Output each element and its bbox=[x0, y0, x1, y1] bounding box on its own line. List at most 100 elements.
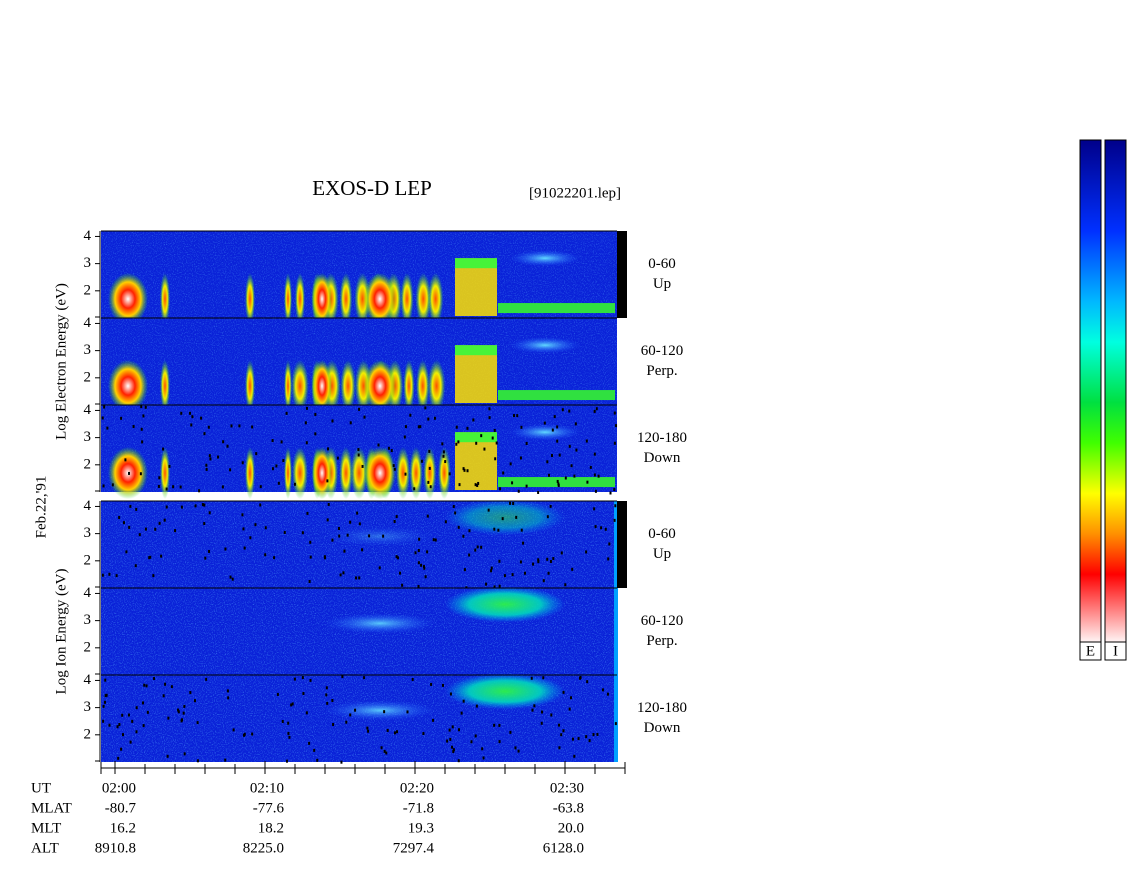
dropout bbox=[585, 439, 588, 443]
dropout bbox=[520, 528, 523, 532]
dropout bbox=[358, 576, 361, 580]
dropout bbox=[127, 713, 130, 717]
dropout bbox=[280, 440, 283, 444]
y-tick-label: 4 bbox=[84, 315, 92, 331]
dropout bbox=[444, 460, 447, 464]
dropout bbox=[102, 719, 105, 723]
dropout bbox=[103, 405, 106, 409]
dropout bbox=[457, 525, 460, 529]
dropout bbox=[502, 471, 505, 475]
dropout bbox=[423, 566, 426, 570]
dropout bbox=[357, 453, 360, 457]
dropout bbox=[349, 520, 352, 524]
burst bbox=[312, 272, 332, 326]
dropout bbox=[481, 747, 484, 751]
dropout bbox=[162, 447, 165, 451]
dropout bbox=[452, 748, 455, 752]
dropout bbox=[326, 701, 329, 705]
y-axis-label: Log Electron Energy (eV) bbox=[53, 283, 69, 440]
dropout bbox=[433, 416, 436, 420]
dropout bbox=[476, 545, 479, 549]
dropout bbox=[361, 548, 364, 552]
dropout bbox=[229, 575, 232, 579]
dropout bbox=[546, 460, 549, 464]
dropout bbox=[271, 467, 274, 471]
dropout bbox=[209, 457, 212, 461]
arc bbox=[510, 250, 580, 267]
dropout bbox=[458, 483, 461, 487]
colorbar-label: E bbox=[1086, 643, 1095, 659]
dropout bbox=[103, 700, 106, 704]
dropout bbox=[231, 577, 234, 581]
colorbar-label-box bbox=[1079, 641, 1102, 661]
direction: Perp. bbox=[646, 633, 677, 649]
dropout bbox=[441, 683, 444, 687]
dropout bbox=[142, 414, 145, 418]
dropout bbox=[420, 563, 423, 567]
gap-bar bbox=[617, 501, 627, 588]
dropout bbox=[166, 754, 169, 758]
dropout bbox=[532, 562, 535, 566]
dropout bbox=[419, 425, 422, 429]
colorbar-label: I bbox=[1113, 643, 1118, 659]
cloud bbox=[325, 526, 435, 547]
dropout bbox=[571, 737, 574, 741]
dropout bbox=[224, 547, 227, 551]
dropout bbox=[573, 754, 576, 758]
dropout bbox=[285, 759, 288, 763]
dropout bbox=[196, 759, 199, 763]
colorbar-label-box bbox=[1104, 641, 1127, 661]
dropout bbox=[514, 746, 517, 750]
dropout bbox=[336, 456, 339, 460]
burst bbox=[339, 446, 353, 500]
dropout bbox=[498, 740, 501, 744]
dropout bbox=[327, 447, 330, 451]
dropout bbox=[426, 550, 429, 554]
dropout bbox=[452, 750, 455, 754]
dropout bbox=[277, 481, 280, 485]
burst bbox=[312, 359, 332, 413]
dropout bbox=[332, 722, 335, 726]
y-tick-label: 3 bbox=[84, 699, 92, 715]
dropout bbox=[201, 503, 204, 507]
y-tick-label: 3 bbox=[84, 525, 92, 541]
dropout bbox=[522, 541, 525, 545]
dropout bbox=[564, 583, 567, 587]
dropout bbox=[511, 573, 514, 577]
dropout bbox=[498, 723, 501, 727]
dropout bbox=[190, 423, 193, 427]
dropout bbox=[395, 555, 398, 559]
dropout bbox=[387, 446, 390, 450]
burst bbox=[416, 359, 430, 413]
dropout bbox=[259, 485, 262, 489]
dropout bbox=[404, 472, 407, 476]
dropout bbox=[490, 569, 493, 573]
dropout bbox=[342, 571, 345, 575]
edge bbox=[614, 675, 618, 762]
dropout bbox=[383, 749, 386, 753]
dropout bbox=[487, 508, 490, 512]
dropout bbox=[254, 523, 257, 527]
dropout bbox=[432, 538, 435, 542]
dropout bbox=[345, 720, 348, 724]
dropout bbox=[293, 482, 296, 486]
dropout bbox=[589, 465, 592, 469]
dropout bbox=[595, 407, 598, 411]
dropout bbox=[174, 529, 177, 533]
time-axis: UT 02:00 02:10 02:20 02:30 MLAT -80.7 -77.6 -71.… bbox=[31, 761, 626, 856]
dropout bbox=[462, 699, 465, 703]
dropout bbox=[108, 723, 111, 727]
dropout bbox=[121, 713, 124, 717]
dropout bbox=[463, 568, 466, 572]
dropout bbox=[354, 708, 357, 712]
dropout bbox=[290, 703, 293, 707]
dropout bbox=[503, 574, 506, 578]
dropout bbox=[125, 550, 128, 554]
ephemeris-value: 02:10 bbox=[250, 780, 284, 796]
dropout bbox=[135, 706, 138, 710]
title: EXOS-D LEP bbox=[312, 176, 432, 200]
dropout bbox=[592, 733, 595, 737]
dropout bbox=[454, 511, 457, 515]
dropout bbox=[466, 426, 469, 430]
